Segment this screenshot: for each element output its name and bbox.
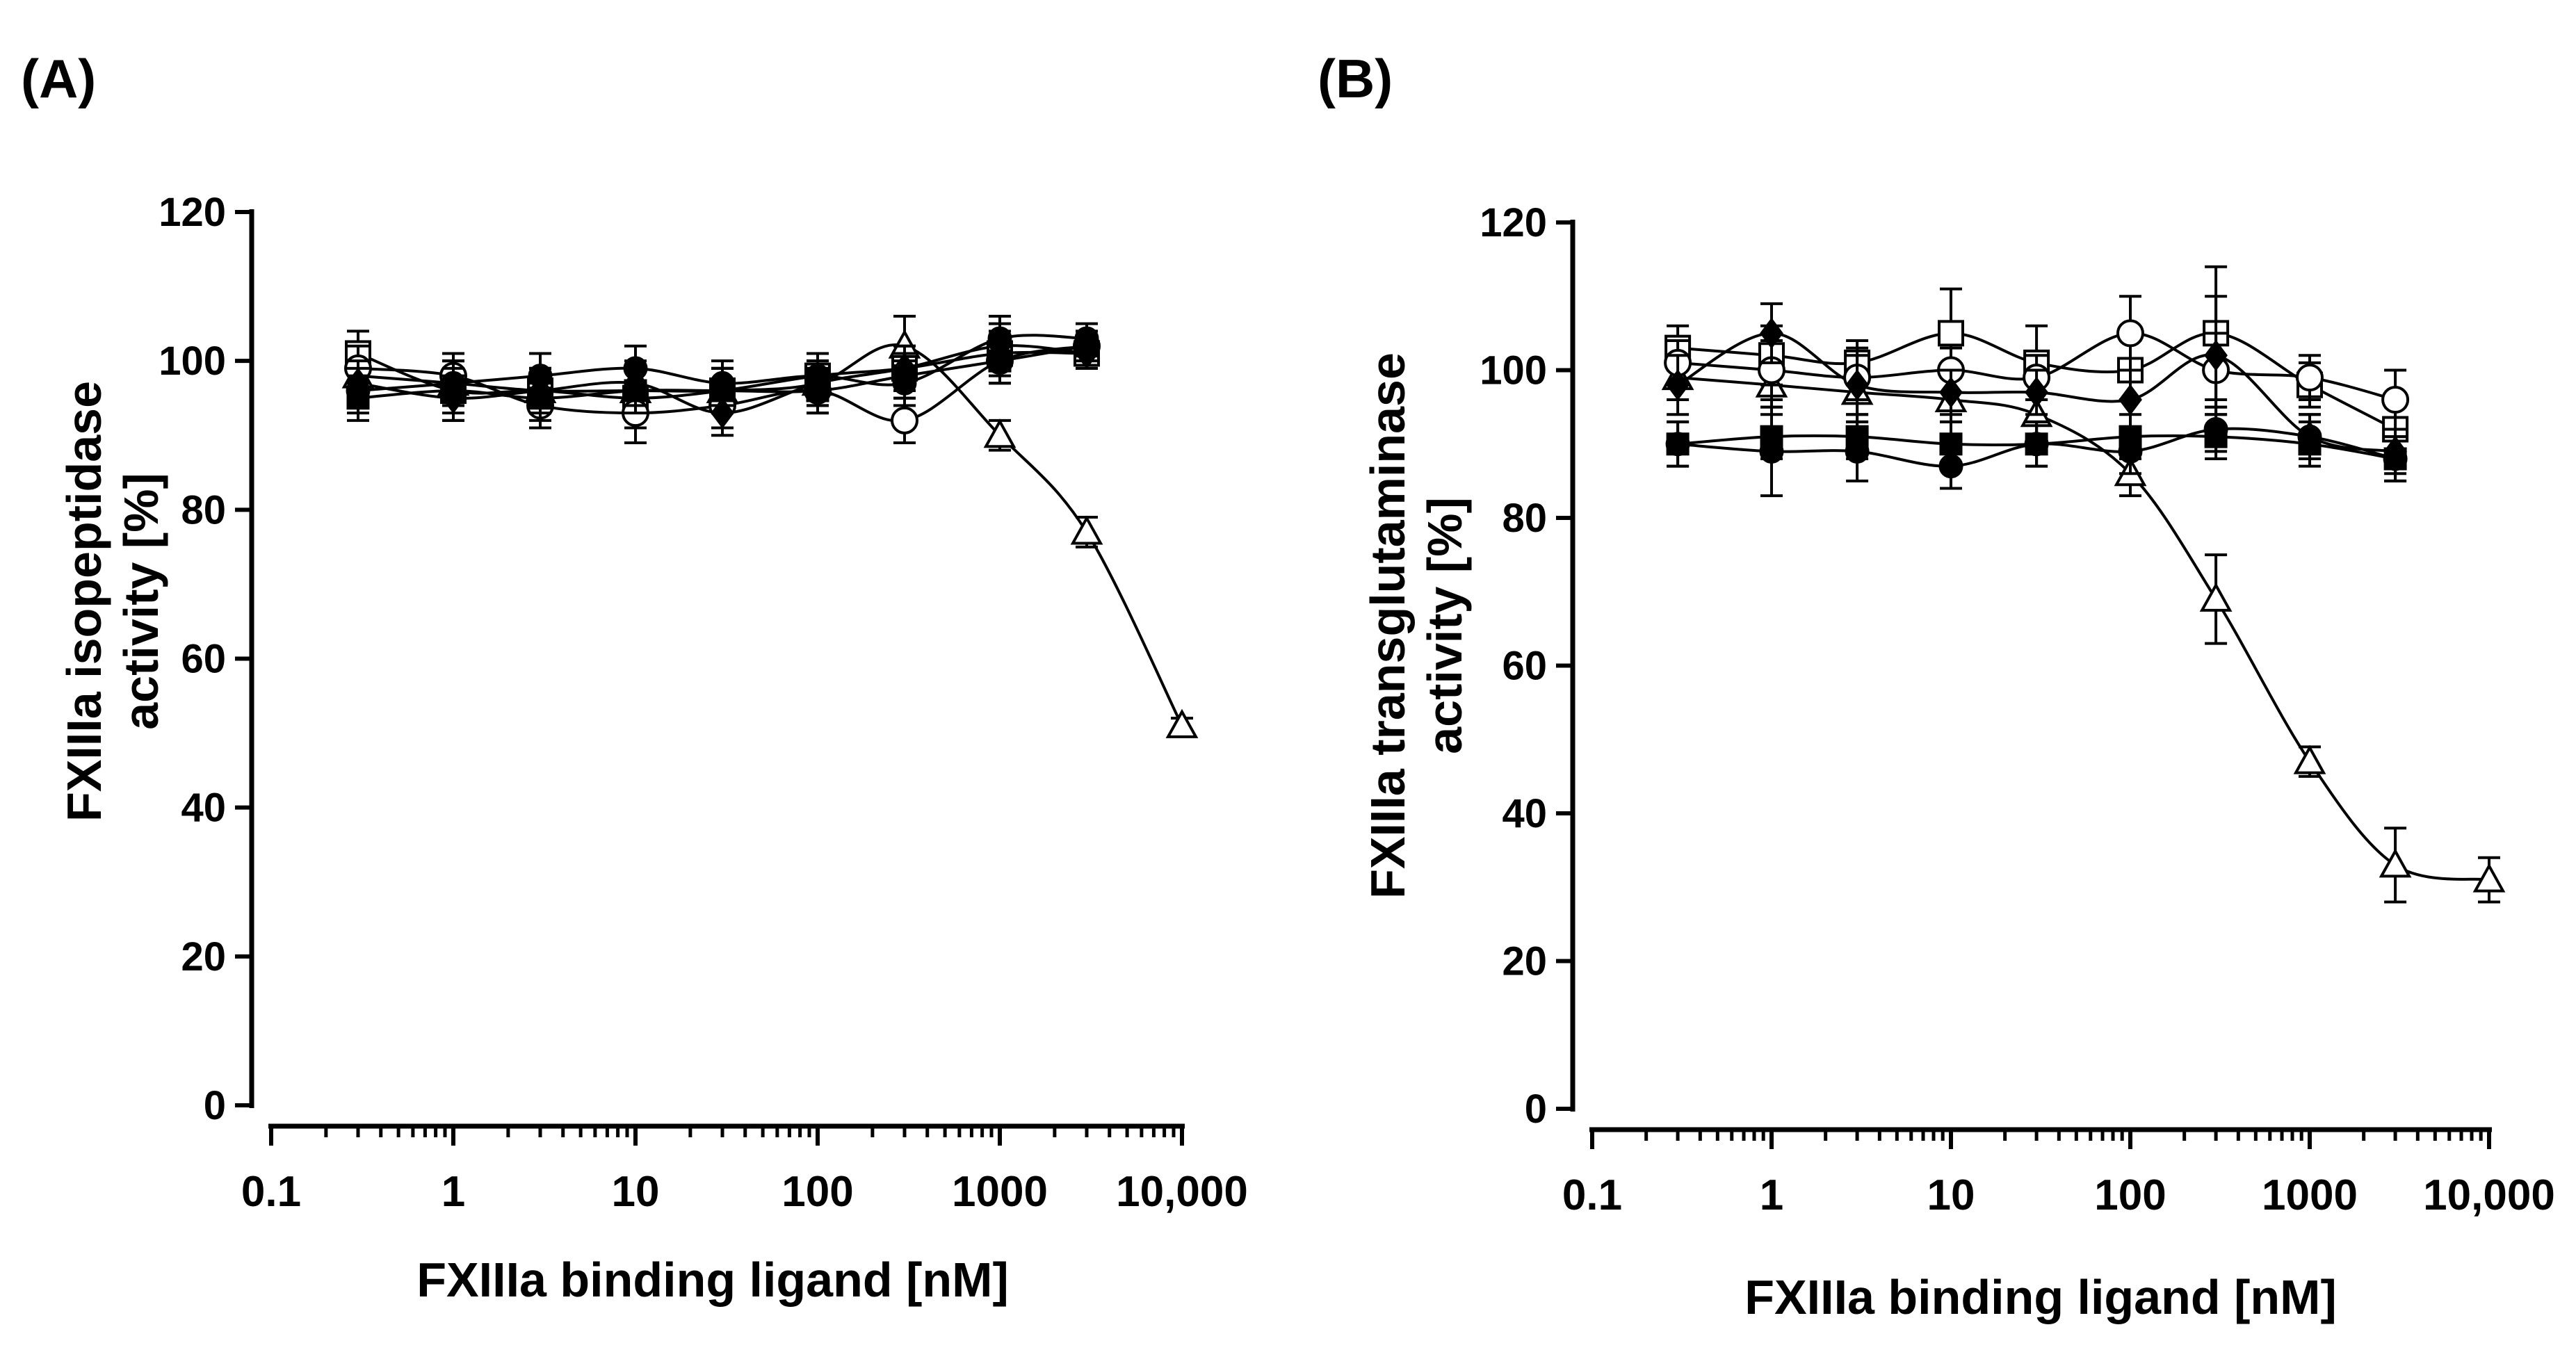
x-tick-label: 10 bbox=[1927, 1171, 1975, 1219]
panel-a: (A) FXIIIa isopeptidase activity [%] FXI… bbox=[21, 48, 1248, 1307]
x-tick-label: 0.1 bbox=[1562, 1171, 1622, 1219]
data-point-filled-diamond bbox=[2298, 421, 2322, 453]
x-tick-label: 1 bbox=[1760, 1171, 1783, 1219]
y-tick-label: 120 bbox=[1480, 200, 1547, 245]
data-point-filled-diamond bbox=[2119, 384, 2142, 416]
y-axis-title-b: FXIIIa transglutaminase activity [%] bbox=[1361, 352, 1472, 899]
x-tick-label: 1000 bbox=[2262, 1171, 2358, 1219]
data-point-open-triangle bbox=[2379, 848, 2412, 878]
y-axis-title-a: FXIIIa isopeptidase activity [%] bbox=[57, 381, 168, 822]
data-point-open-triangle bbox=[2472, 863, 2506, 893]
plot-area-b: 0 20 40 60 80 100 120 0.1 1 10 100 1000 10,000 bbox=[1480, 200, 2555, 1219]
y-tick-label: 100 bbox=[1480, 348, 1547, 393]
data-point-open-triangle bbox=[1070, 515, 1103, 545]
y-tick-label: 0 bbox=[204, 1083, 226, 1128]
data-point-filled-diamond bbox=[806, 367, 829, 399]
y-tick-label: 60 bbox=[181, 637, 226, 682]
data-point-filled-diamond bbox=[442, 382, 465, 414]
y-axis-title-line1: FXIIIa transglutaminase bbox=[1361, 352, 1415, 899]
data-point-filled-square bbox=[2025, 432, 2048, 456]
x-tick-label: 1 bbox=[442, 1168, 465, 1216]
data-point-filled-diamond bbox=[2204, 339, 2228, 371]
x-tick-label: 1000 bbox=[952, 1168, 1048, 1216]
data-point-filled-diamond bbox=[2383, 435, 2407, 467]
x-tick-label: 0.1 bbox=[241, 1168, 301, 1216]
x-axis-title-a: FXIIIa binding ligand [nM] bbox=[416, 1253, 1009, 1307]
data-point-filled-diamond bbox=[624, 367, 647, 399]
y-axis-title-line2: activity [%] bbox=[1418, 497, 1472, 754]
data-point-filled-diamond bbox=[893, 352, 916, 384]
data-point-filled-square bbox=[1760, 425, 1783, 448]
y-axis-title-line2: activity [%] bbox=[114, 473, 168, 730]
y-tick-label: 40 bbox=[181, 786, 226, 831]
y-tick-label: 60 bbox=[1502, 644, 1547, 689]
y-tick-label: 0 bbox=[1525, 1087, 1547, 1132]
x-tick-label: 100 bbox=[781, 1168, 853, 1216]
data-point-filled-square bbox=[1666, 432, 1690, 456]
data-point-filled-diamond bbox=[1939, 376, 1963, 408]
data-point-open-circle bbox=[2296, 364, 2324, 392]
data-point-filled-diamond bbox=[711, 397, 734, 429]
panel-b: (B) FXIIIa transglutaminase activity [%]… bbox=[1318, 48, 2555, 1324]
y-tick-label: 80 bbox=[1502, 496, 1547, 541]
data-point-open-circle bbox=[2381, 386, 2410, 414]
data-point-open-square bbox=[1938, 320, 1964, 347]
data-point-filled-diamond bbox=[1760, 317, 1783, 349]
y-tick-label: 80 bbox=[181, 487, 226, 532]
data-point-filled-square bbox=[1845, 425, 1869, 448]
panel-label-a: (A) bbox=[21, 48, 96, 109]
data-point-filled-square bbox=[1939, 432, 1963, 456]
data-point-open-triangle bbox=[1165, 708, 1199, 738]
data-point-open-triangle bbox=[2199, 582, 2233, 612]
x-tick-label: 10 bbox=[612, 1168, 660, 1216]
x-tick-label: 100 bbox=[2094, 1171, 2166, 1219]
data-point-filled-diamond bbox=[528, 375, 552, 407]
data-point-filled-diamond bbox=[988, 330, 1012, 362]
data-point-filled-square bbox=[2204, 425, 2228, 448]
y-tick-label: 120 bbox=[159, 190, 226, 235]
y-tick-label: 20 bbox=[1502, 939, 1547, 984]
data-point-filled-diamond bbox=[1666, 369, 1690, 401]
data-point-open-triangle bbox=[983, 418, 1016, 448]
data-point-filled-diamond bbox=[346, 367, 370, 399]
data-point-filled-diamond bbox=[1845, 369, 1869, 401]
panel-label-b: (B) bbox=[1318, 48, 1393, 109]
data-point-filled-diamond bbox=[2025, 376, 2048, 408]
y-tick-label: 40 bbox=[1502, 791, 1547, 836]
data-point-open-circle bbox=[2116, 319, 2144, 348]
y-tick-label: 20 bbox=[181, 934, 226, 979]
data-point-open-circle bbox=[891, 406, 919, 434]
y-tick-label: 100 bbox=[159, 339, 226, 384]
plot-area-a: 0 20 40 60 80 100 120 0.1 1 10 100 1000 10,000 bbox=[159, 190, 1248, 1216]
y-axis-title-line1: FXIIIa isopeptidase bbox=[57, 381, 111, 822]
data-point-open-triangle bbox=[2293, 745, 2326, 774]
x-tick-label: 10,000 bbox=[2423, 1171, 2555, 1219]
x-axis-title-b: FXIIIa binding ligand [nM] bbox=[1744, 1270, 2337, 1324]
x-tick-label: 10,000 bbox=[1116, 1168, 1248, 1216]
data-point-filled-diamond bbox=[1075, 337, 1099, 369]
